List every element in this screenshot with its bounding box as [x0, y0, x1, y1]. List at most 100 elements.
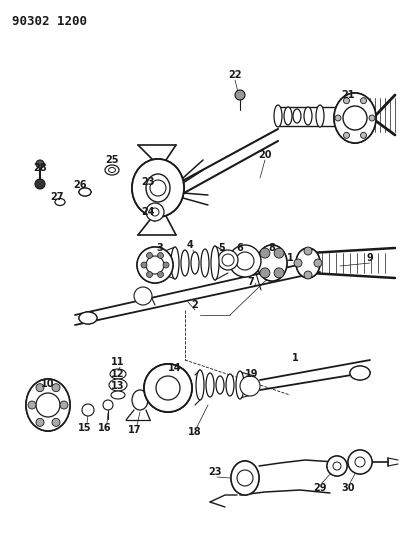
Text: 8: 8 [269, 243, 275, 253]
Circle shape [344, 132, 350, 139]
Circle shape [304, 271, 312, 279]
Circle shape [28, 401, 36, 409]
Circle shape [274, 248, 284, 258]
Ellipse shape [350, 366, 370, 380]
Text: 18: 18 [188, 427, 202, 437]
Circle shape [304, 247, 312, 255]
Ellipse shape [111, 391, 125, 399]
Ellipse shape [226, 374, 234, 396]
Ellipse shape [296, 248, 320, 278]
Ellipse shape [211, 246, 219, 280]
Circle shape [150, 180, 166, 196]
Ellipse shape [350, 366, 370, 380]
Text: 27: 27 [50, 192, 64, 202]
Circle shape [314, 259, 322, 267]
Text: 28: 28 [33, 163, 47, 173]
Circle shape [355, 457, 365, 467]
Ellipse shape [132, 159, 184, 217]
Circle shape [146, 271, 152, 278]
Circle shape [156, 376, 180, 400]
Circle shape [134, 287, 152, 305]
Ellipse shape [296, 248, 320, 278]
Ellipse shape [206, 373, 214, 397]
Ellipse shape [231, 461, 259, 495]
Circle shape [36, 418, 44, 426]
Circle shape [369, 115, 375, 121]
Circle shape [146, 256, 164, 274]
Ellipse shape [151, 208, 159, 216]
Ellipse shape [109, 379, 127, 391]
Text: 3: 3 [157, 243, 163, 253]
Text: 16: 16 [98, 423, 112, 433]
Circle shape [60, 401, 68, 409]
Circle shape [229, 245, 261, 277]
Circle shape [237, 470, 253, 486]
Circle shape [52, 384, 60, 392]
Circle shape [260, 268, 270, 278]
Circle shape [36, 384, 44, 392]
Text: 1: 1 [287, 253, 294, 263]
Circle shape [240, 376, 260, 396]
Text: 26: 26 [73, 180, 87, 190]
Ellipse shape [216, 376, 224, 394]
Text: 22: 22 [228, 70, 242, 80]
Ellipse shape [236, 371, 244, 399]
Circle shape [137, 247, 173, 283]
Text: 1: 1 [292, 353, 298, 363]
Text: 4: 4 [186, 240, 193, 250]
Text: 12: 12 [111, 369, 125, 379]
Ellipse shape [257, 245, 287, 281]
Ellipse shape [304, 107, 312, 125]
Circle shape [252, 267, 258, 273]
Ellipse shape [146, 203, 164, 221]
Circle shape [335, 115, 341, 121]
Ellipse shape [231, 461, 259, 495]
Circle shape [52, 418, 60, 426]
Ellipse shape [284, 107, 292, 125]
Circle shape [343, 106, 367, 130]
Ellipse shape [196, 370, 204, 400]
Circle shape [103, 400, 113, 410]
Circle shape [137, 247, 173, 283]
Circle shape [146, 253, 152, 259]
Ellipse shape [79, 312, 97, 324]
Ellipse shape [109, 167, 115, 173]
Ellipse shape [257, 245, 287, 281]
Text: 7: 7 [248, 277, 254, 287]
Ellipse shape [105, 165, 119, 175]
Ellipse shape [334, 93, 376, 143]
Ellipse shape [146, 174, 170, 202]
Text: 13: 13 [111, 381, 125, 391]
Ellipse shape [293, 109, 301, 123]
Ellipse shape [132, 390, 148, 410]
Circle shape [144, 364, 192, 412]
Circle shape [333, 462, 341, 470]
Circle shape [222, 254, 234, 266]
Ellipse shape [274, 105, 282, 127]
Text: 15: 15 [78, 423, 92, 433]
Ellipse shape [79, 188, 91, 196]
Circle shape [235, 90, 245, 100]
Circle shape [218, 250, 238, 270]
Circle shape [360, 98, 367, 104]
Circle shape [348, 450, 372, 474]
Circle shape [294, 259, 302, 267]
Text: 24: 24 [141, 207, 155, 217]
Ellipse shape [55, 198, 65, 206]
Text: 23: 23 [141, 177, 155, 187]
Ellipse shape [26, 379, 70, 431]
Circle shape [144, 364, 192, 412]
Text: 14: 14 [168, 363, 182, 373]
Text: 6: 6 [237, 243, 243, 253]
Circle shape [327, 456, 347, 476]
Circle shape [163, 262, 169, 268]
Text: 2: 2 [192, 300, 198, 310]
Ellipse shape [171, 247, 179, 279]
Circle shape [158, 253, 164, 259]
Text: 5: 5 [219, 243, 225, 253]
Ellipse shape [316, 105, 324, 127]
Circle shape [360, 132, 367, 139]
Text: 29: 29 [313, 483, 327, 493]
Text: 21: 21 [341, 90, 355, 100]
Ellipse shape [201, 249, 209, 277]
